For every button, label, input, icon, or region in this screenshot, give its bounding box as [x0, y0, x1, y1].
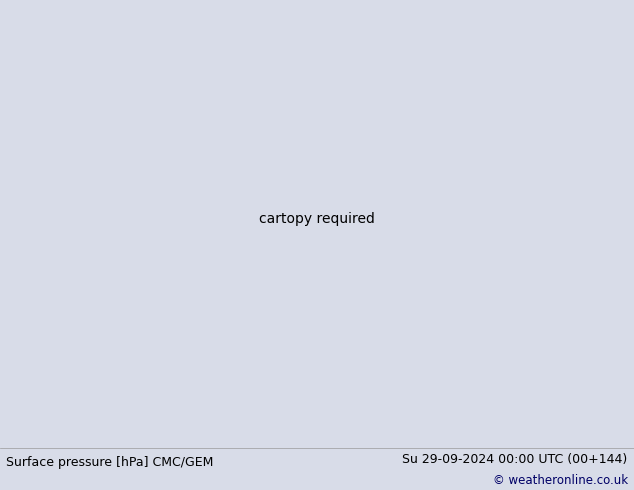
Text: Su 29-09-2024 00:00 UTC (00+144): Su 29-09-2024 00:00 UTC (00+144) — [403, 453, 628, 466]
Text: cartopy required: cartopy required — [259, 212, 375, 226]
Text: Surface pressure [hPa] CMC/GEM: Surface pressure [hPa] CMC/GEM — [6, 456, 214, 469]
Text: © weatheronline.co.uk: © weatheronline.co.uk — [493, 474, 628, 487]
